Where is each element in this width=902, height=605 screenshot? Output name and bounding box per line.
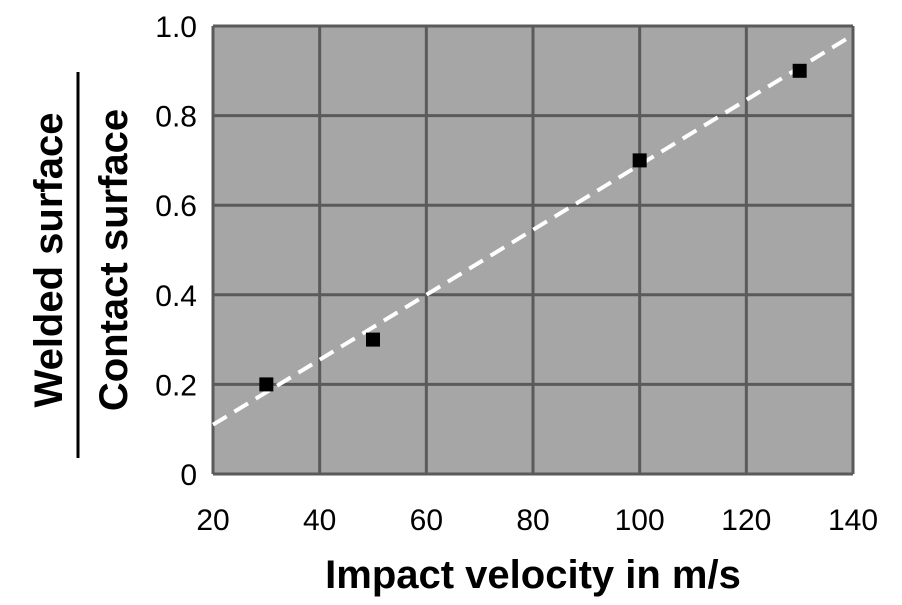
y-axis-label-numerator: Welded surface bbox=[27, 113, 71, 408]
data-point bbox=[366, 332, 380, 347]
x-tick-label: 60 bbox=[410, 504, 443, 537]
x-tick-labels: 20 40 60 80 100 120 140 bbox=[196, 504, 878, 537]
y-tick-label: 0 bbox=[180, 459, 197, 492]
y-axis-label-denominator: Contact surface bbox=[92, 109, 136, 411]
y-axis-label: Welded surface Contact surface bbox=[27, 72, 136, 458]
data-point bbox=[259, 377, 274, 392]
markers bbox=[259, 63, 807, 392]
data-point bbox=[792, 63, 807, 78]
data-point bbox=[632, 153, 647, 168]
grid bbox=[211, 24, 855, 476]
x-tick-label: 120 bbox=[721, 504, 771, 537]
x-tick-label: 140 bbox=[828, 504, 878, 537]
x-axis-label: Impact velocity in m/s bbox=[325, 553, 741, 597]
y-tick-label: 0.6 bbox=[155, 190, 197, 223]
x-tick-label: 100 bbox=[615, 504, 665, 537]
x-tick-label: 20 bbox=[196, 504, 229, 537]
y-tick-label: 0.2 bbox=[155, 369, 197, 402]
y-tick-labels: 0 0.2 0.4 0.6 0.8 1.0 bbox=[155, 11, 197, 492]
y-tick-label: 1.0 bbox=[155, 11, 197, 44]
x-tick-label: 80 bbox=[516, 504, 549, 537]
y-tick-label: 0.8 bbox=[155, 101, 197, 134]
y-tick-label: 0.4 bbox=[155, 280, 197, 313]
x-tick-label: 40 bbox=[303, 504, 336, 537]
